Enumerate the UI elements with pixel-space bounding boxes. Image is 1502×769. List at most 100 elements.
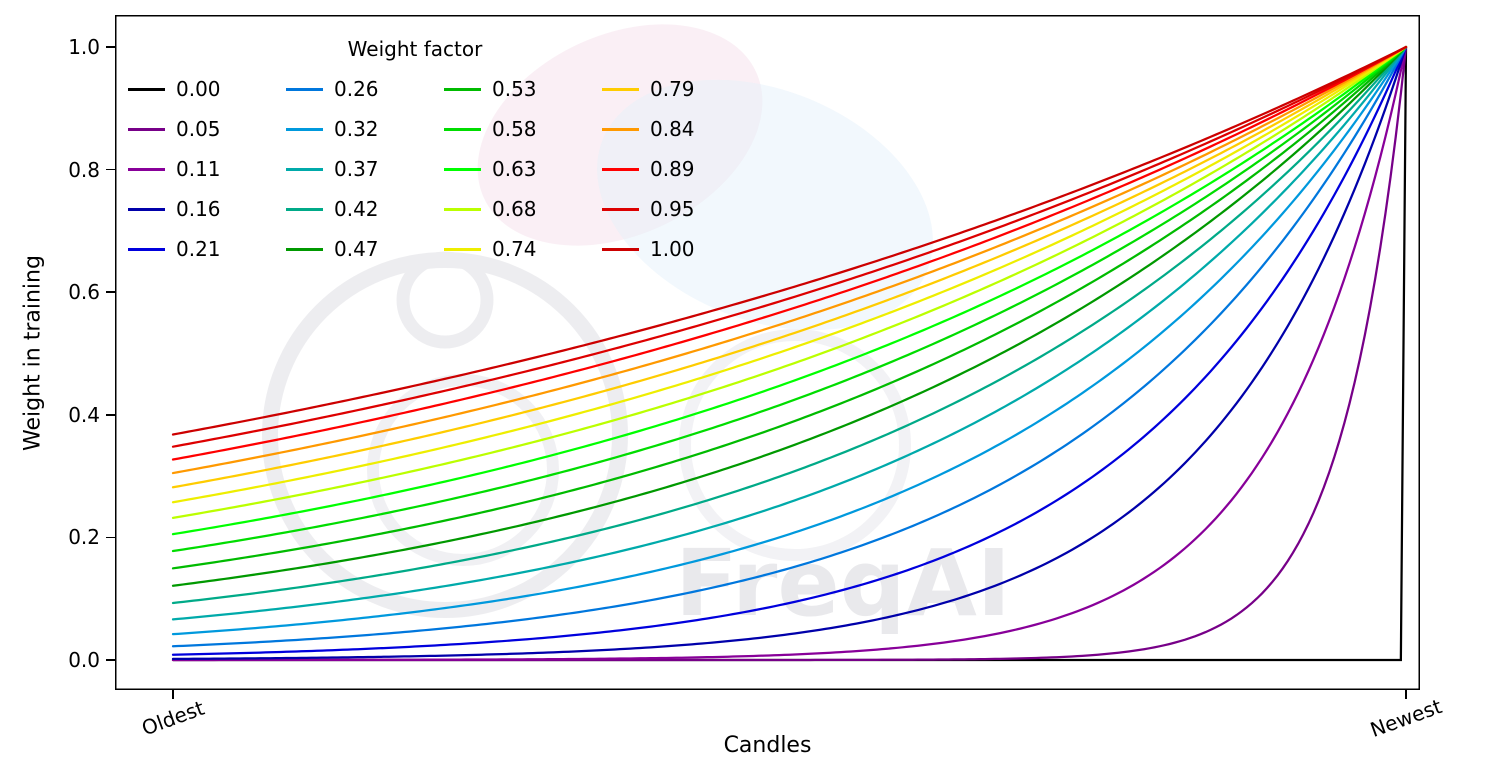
legend-label: 0.00 (176, 77, 221, 101)
legend-line-swatch (444, 207, 481, 211)
legend-line-swatch (602, 167, 639, 171)
y-tick-label-0.4: 0.4 (68, 402, 100, 427)
legend-item-0.00: 0.00 (128, 77, 228, 101)
legend-label: 0.58 (492, 117, 537, 141)
y-tick-mark (106, 291, 115, 293)
legend-item-1.00: 1.00 (602, 237, 702, 261)
legend-label: 0.89 (650, 157, 695, 181)
curve-weight-factor-0.84 (171, 45, 1408, 475)
y-tick-label-0.0: 0.0 (68, 648, 100, 672)
legend-line-swatch (128, 127, 165, 131)
curve-weight-factor-0.58 (171, 45, 1408, 553)
curve-weight-factor-0.63 (171, 45, 1408, 536)
curve-weight-factor-0.79 (171, 45, 1408, 489)
legend-label: 0.05 (176, 117, 221, 141)
watermark-logo-circle-right (679, 329, 911, 561)
curve-weight-factor-0.95 (171, 45, 1408, 448)
legend-line-swatch (286, 167, 323, 171)
x-tick-mark (1405, 690, 1407, 699)
y-tick-mark (106, 414, 115, 416)
y-tick-label-0.2: 0.2 (68, 525, 100, 550)
legend-line-swatch (286, 207, 323, 211)
legend-item-0.05: 0.05 (128, 117, 228, 141)
legend-line-swatch (444, 127, 481, 131)
legend-label: 0.74 (492, 237, 537, 261)
legend-item-0.74: 0.74 (444, 237, 544, 261)
curve-weight-factor-0.16 (171, 45, 1408, 661)
legend-item-0.11: 0.11 (128, 157, 228, 181)
legend-line-swatch (602, 127, 639, 131)
legend-label: 0.11 (176, 157, 221, 181)
legend-line-swatch (444, 87, 481, 91)
curve-weight-factor-0.68 (171, 45, 1408, 519)
curve-weight-factor-0.11 (171, 45, 1408, 662)
legend-item-0.42: 0.42 (286, 197, 386, 221)
legend-label: 0.26 (334, 77, 379, 101)
legend-line-swatch (128, 207, 165, 211)
legend-line-swatch (128, 87, 165, 91)
legend-line-swatch (128, 167, 165, 171)
legend-label: 0.95 (650, 197, 695, 221)
y-tick-label-0.6: 0.6 (68, 280, 100, 305)
legend: Weight factor 0.00 0.05 0.11 0.16 0.21 0.26 0.… (128, 35, 702, 269)
legend-label: 0.21 (176, 237, 221, 261)
curve-weight-factor-0.26 (171, 45, 1408, 648)
freqai-watermark: FreqAI (262, 24, 1011, 637)
y-tick-mark (106, 168, 115, 171)
plot-area: FreqAI Weight factor 0.00 0.05 0.11 0.16 0.2… (115, 15, 1420, 690)
legend-title: Weight factor (347, 37, 483, 61)
legend-item-0.16: 0.16 (128, 197, 228, 221)
curve-weight-factor-0.32 (171, 45, 1408, 636)
curve-weight-factor-1.00 (171, 45, 1408, 436)
y-tick-label-0.8: 0.8 (68, 157, 100, 182)
legend-label: 0.42 (334, 197, 379, 221)
y-tick-label-1.0: 1.0 (68, 35, 100, 59)
curve-weight-factor-0.47 (171, 45, 1408, 587)
legend-line-swatch (602, 207, 639, 211)
legend-label: 0.16 (176, 197, 221, 221)
watermark-petal-pink (477, 24, 763, 246)
curve-weight-factor-0.21 (171, 45, 1408, 656)
legend-line-swatch (602, 247, 639, 251)
legend-line-swatch (444, 167, 481, 171)
legend-label: 0.47 (334, 237, 379, 261)
curve-weight-factor-0.42 (171, 45, 1408, 605)
legend-label: 1.00 (650, 237, 695, 261)
legend-line-swatch (128, 247, 165, 251)
legend-item-0.68: 0.68 (444, 197, 544, 221)
legend-item-0.63: 0.63 (444, 157, 544, 181)
curves-layer (115, 15, 1420, 690)
legend-label: 0.68 (492, 197, 537, 221)
curve-weight-factor-0.53 (171, 45, 1408, 570)
legend-item-0.53: 0.53 (444, 77, 544, 101)
legend-item-0.58: 0.58 (444, 117, 544, 141)
legend-item-0.47: 0.47 (286, 237, 386, 261)
legend-label: 0.79 (650, 77, 695, 101)
y-tick-mark (106, 46, 115, 48)
watermark-logo-circle-top (396, 251, 494, 349)
y-tick-mark (106, 659, 115, 661)
legend-item-0.89: 0.89 (602, 157, 702, 181)
x-axis-label: Candles (723, 733, 812, 758)
legend-line-swatch (602, 87, 639, 91)
legend-label: 0.32 (334, 117, 379, 141)
legend-item-0.26: 0.26 (286, 77, 386, 101)
legend-label: 0.53 (492, 77, 537, 101)
legend-item-0.37: 0.37 (286, 157, 386, 181)
legend-line-swatch (286, 87, 323, 91)
x-tick-mark (172, 690, 174, 699)
legend-line-swatch (444, 247, 481, 251)
legend-item-0.32: 0.32 (286, 117, 386, 141)
plot-border (115, 15, 1420, 690)
legend-label: 0.84 (650, 117, 695, 141)
curve-weight-factor-0.37 (171, 45, 1408, 621)
legend-line-swatch (286, 247, 323, 251)
legend-item-0.21: 0.21 (128, 237, 228, 261)
y-tick-mark (106, 536, 115, 539)
curve-weight-factor-0.89 (171, 45, 1408, 461)
watermark-petal-blue (597, 79, 933, 331)
legend-label: 0.37 (334, 157, 379, 181)
legend-entries: 0.00 0.05 0.11 0.16 0.21 0.26 0.32 0.37 0.42 0.47… (128, 69, 702, 269)
legend-label: 0.63 (492, 157, 537, 181)
